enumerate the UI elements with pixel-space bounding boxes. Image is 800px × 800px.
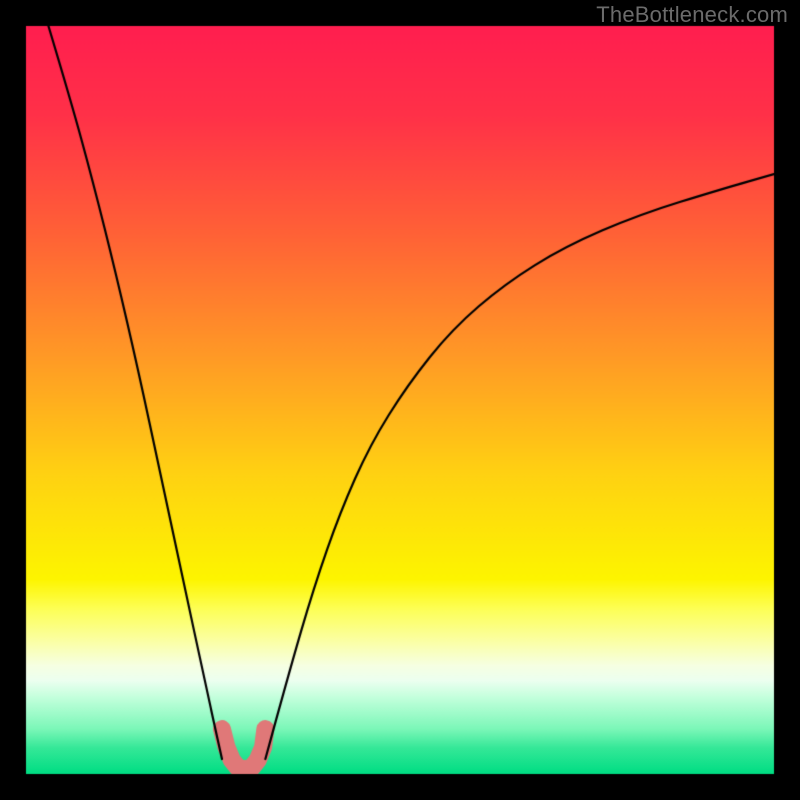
chart-container: TheBottleneck.com <box>0 0 800 800</box>
watermark-label: TheBottleneck.com <box>596 2 788 28</box>
bottleneck-curve-chart <box>0 0 800 800</box>
